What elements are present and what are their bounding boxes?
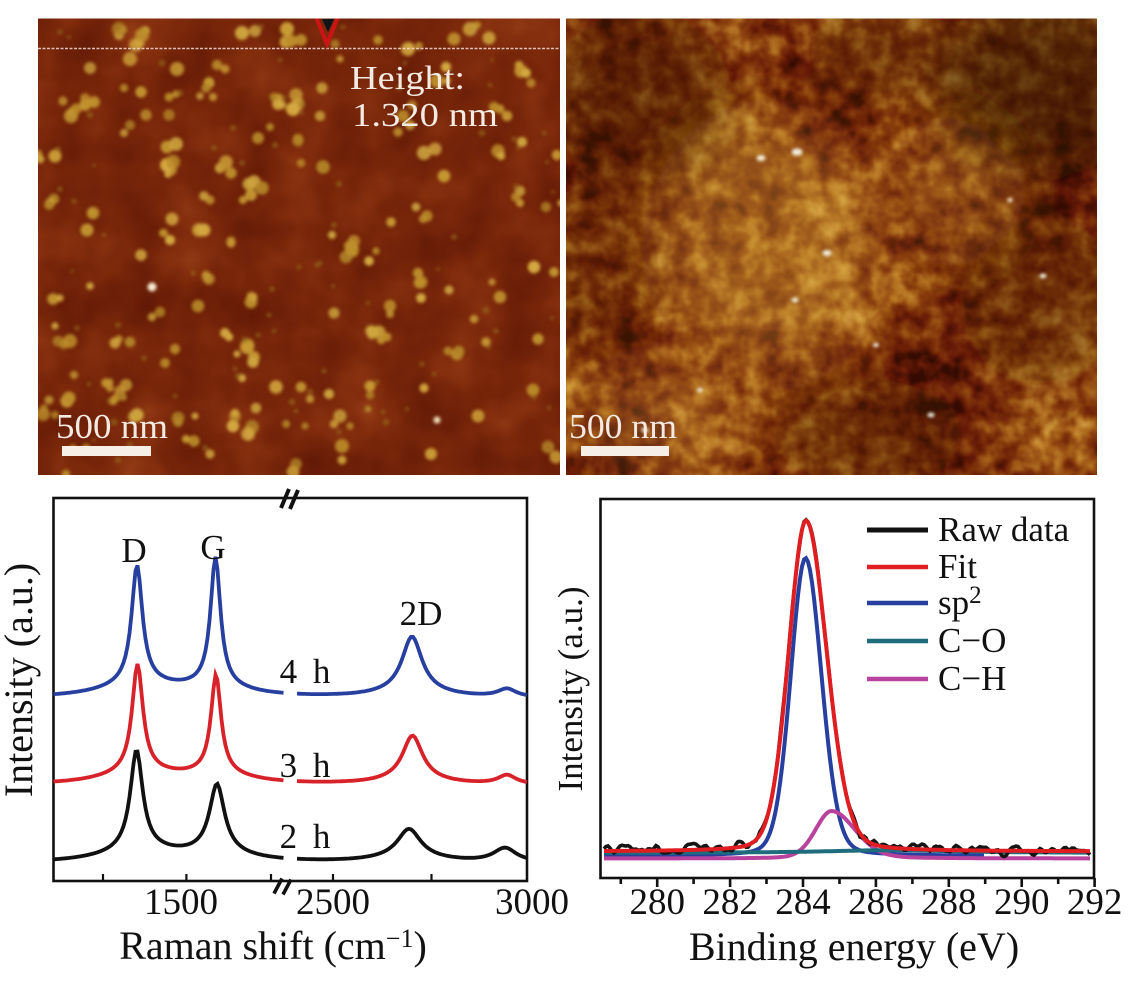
svg-text:Raman shift (cm−1): Raman shift (cm−1): [119, 923, 427, 968]
svg-text:500 nm: 500 nm: [56, 407, 168, 446]
svg-text:C−O: C−O: [938, 621, 1006, 660]
svg-text:D: D: [121, 531, 146, 570]
svg-text:290: 290: [994, 882, 1050, 923]
svg-text:Fit: Fit: [938, 547, 977, 586]
svg-text:286: 286: [848, 882, 904, 923]
svg-text:284: 284: [775, 882, 831, 923]
svg-text:280: 280: [629, 882, 685, 923]
svg-text:Binding energy (eV): Binding energy (eV): [689, 924, 1019, 969]
svg-text:500 nm: 500 nm: [569, 407, 677, 446]
svg-text:288: 288: [921, 882, 977, 923]
svg-text:1500: 1500: [144, 882, 218, 923]
svg-text:Raw data: Raw data: [938, 510, 1070, 549]
svg-text:Intensity (a.u.): Intensity (a.u.): [551, 586, 590, 791]
svg-text:Intensity (a.u.): Intensity (a.u.): [0, 563, 41, 797]
svg-text:2D: 2D: [400, 594, 443, 633]
svg-text:292: 292: [1067, 882, 1123, 923]
svg-text:3 h: 3 h: [280, 746, 331, 785]
svg-text:Height:: Height:: [350, 60, 465, 97]
svg-text:C−H: C−H: [938, 659, 1006, 698]
svg-text:G: G: [200, 528, 225, 567]
svg-text:3000: 3000: [495, 882, 569, 923]
svg-text:2 h: 2 h: [280, 817, 331, 856]
svg-text:2500: 2500: [296, 882, 370, 923]
svg-text:282: 282: [702, 882, 758, 923]
svg-text:4 h: 4 h: [280, 652, 331, 691]
svg-text:sp2: sp2: [938, 582, 982, 622]
svg-text:1.320 nm: 1.320 nm: [352, 97, 498, 134]
